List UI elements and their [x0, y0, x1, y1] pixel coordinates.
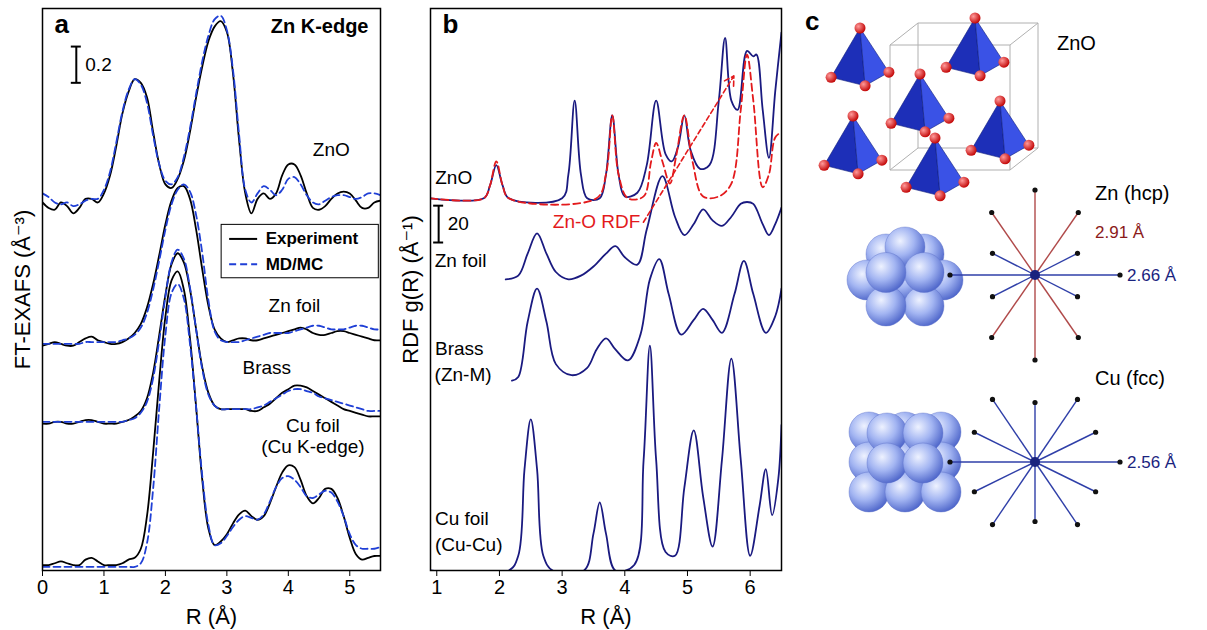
svg-text:Zn (hcp): Zn (hcp) — [1095, 182, 1169, 204]
svg-text:0: 0 — [37, 576, 48, 598]
svg-text:5: 5 — [344, 576, 355, 598]
svg-text:R (Å): R (Å) — [186, 604, 237, 629]
svg-text:Cu foil: Cu foil — [435, 508, 489, 529]
svg-text:6: 6 — [745, 576, 756, 598]
svg-text:R (Å): R (Å) — [580, 604, 631, 629]
svg-text:2.91 Å: 2.91 Å — [1095, 223, 1145, 242]
svg-text:ZnO: ZnO — [1057, 32, 1096, 54]
svg-text:b: b — [443, 9, 459, 39]
svg-text:(Cu-Cu): (Cu-Cu) — [435, 534, 503, 555]
svg-text:3: 3 — [221, 576, 232, 598]
svg-text:2.66 Å: 2.66 Å — [1127, 266, 1177, 285]
svg-text:Zn foil: Zn foil — [269, 295, 321, 316]
svg-text:Zn foil: Zn foil — [435, 250, 487, 271]
svg-text:0.2: 0.2 — [85, 54, 111, 75]
svg-text:1: 1 — [98, 576, 109, 598]
svg-text:4: 4 — [283, 576, 294, 598]
svg-text:ZnO: ZnO — [313, 139, 350, 160]
svg-text:Zn K-edge: Zn K-edge — [271, 15, 369, 37]
svg-text:1: 1 — [431, 576, 442, 598]
svg-text:Brass: Brass — [243, 357, 292, 378]
svg-text:2: 2 — [494, 576, 505, 598]
svg-text:Zn-O RDF: Zn-O RDF — [553, 211, 641, 232]
svg-text:2: 2 — [160, 576, 171, 598]
svg-text:Cu foil: Cu foil — [286, 415, 340, 436]
svg-text:(Zn-M): (Zn-M) — [435, 364, 492, 385]
svg-text:Cu (fcc): Cu (fcc) — [1095, 367, 1165, 389]
svg-text:Brass: Brass — [435, 338, 484, 359]
svg-text:3: 3 — [557, 576, 568, 598]
svg-text:c: c — [805, 6, 819, 36]
svg-text:4: 4 — [619, 576, 630, 598]
svg-text:2.56 Å: 2.56 Å — [1127, 453, 1177, 472]
svg-text:MD/MC: MD/MC — [266, 255, 324, 274]
svg-text:ZnO: ZnO — [435, 167, 472, 188]
svg-text:a: a — [55, 9, 70, 39]
svg-text:20: 20 — [448, 213, 469, 234]
svg-text:Experiment: Experiment — [266, 229, 359, 248]
svg-text:(Cu K-edge): (Cu K-edge) — [261, 436, 365, 457]
svg-text:FT-EXAFS (Å⁻³): FT-EXAFS (Å⁻³) — [10, 210, 35, 370]
svg-text:5: 5 — [682, 576, 693, 598]
svg-text:RDF g(R) (Å⁻¹): RDF g(R) (Å⁻¹) — [398, 215, 423, 363]
